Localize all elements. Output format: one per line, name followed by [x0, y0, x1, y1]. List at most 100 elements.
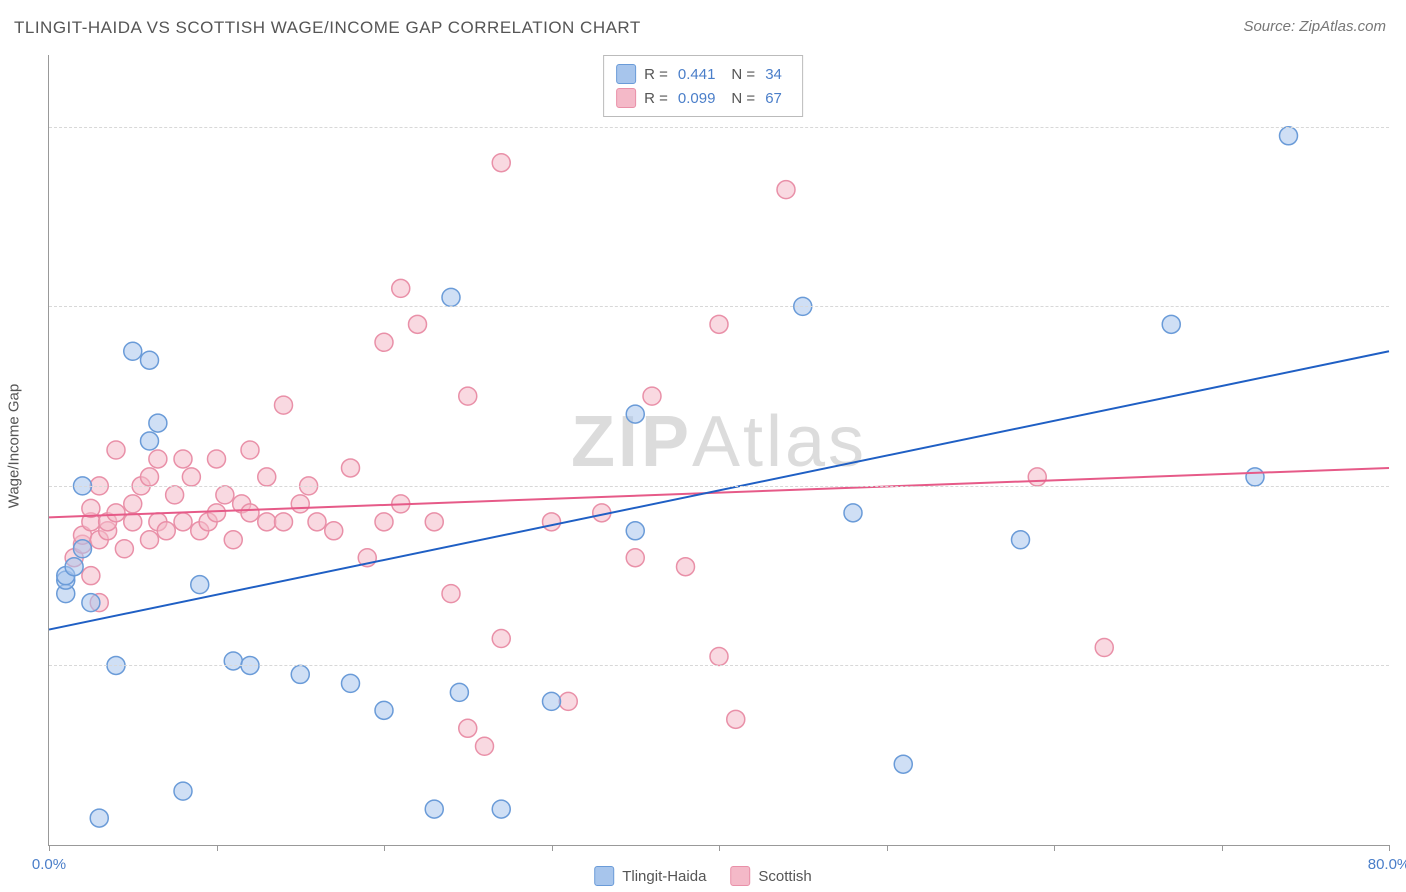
- trend-line: [49, 351, 1389, 629]
- ytick-label: 80.0%: [1395, 118, 1406, 135]
- xtick: [719, 845, 720, 851]
- data-point: [124, 342, 142, 360]
- data-point: [308, 513, 326, 531]
- legend-label-b: Scottish: [758, 868, 811, 885]
- xtick: [552, 845, 553, 851]
- y-axis-label: Wage/Income Gap: [6, 384, 23, 509]
- data-point: [74, 540, 92, 558]
- data-point: [124, 513, 142, 531]
- data-point: [1246, 468, 1264, 486]
- data-point: [82, 567, 100, 585]
- data-point: [543, 513, 561, 531]
- data-point: [325, 522, 343, 540]
- data-point: [894, 755, 912, 773]
- gridline: [49, 127, 1389, 128]
- xtick-label: 80.0%: [1368, 856, 1406, 873]
- data-point: [442, 288, 460, 306]
- data-point: [1095, 639, 1113, 657]
- data-point: [82, 594, 100, 612]
- data-point: [258, 513, 276, 531]
- data-point: [1028, 468, 1046, 486]
- data-point: [275, 513, 293, 531]
- data-point: [208, 450, 226, 468]
- data-point: [291, 665, 309, 683]
- correlation-legend: R = 0.441 N = 34 R = 0.099 N = 67: [603, 55, 803, 117]
- data-point: [727, 710, 745, 728]
- data-point: [174, 450, 192, 468]
- data-point: [149, 414, 167, 432]
- data-point: [450, 683, 468, 701]
- data-point: [492, 630, 510, 648]
- xtick: [1054, 845, 1055, 851]
- data-point: [166, 486, 184, 504]
- data-point: [258, 468, 276, 486]
- data-point: [342, 674, 360, 692]
- data-point: [107, 504, 125, 522]
- ytick-label: 40.0%: [1395, 477, 1406, 494]
- data-point: [115, 540, 133, 558]
- data-point: [409, 315, 427, 333]
- gridline: [49, 665, 1389, 666]
- legend-item-a: Tlingit-Haida: [594, 866, 706, 886]
- data-point: [224, 652, 242, 670]
- ytick-label: 20.0%: [1395, 657, 1406, 674]
- data-point: [492, 154, 510, 172]
- source-label: Source: ZipAtlas.com: [1243, 18, 1386, 35]
- data-point: [844, 504, 862, 522]
- swatch-a: [616, 64, 636, 84]
- data-point: [241, 504, 259, 522]
- plot-area: ZIPAtlas 20.0%40.0%60.0%80.0%0.0%80.0%: [48, 55, 1389, 846]
- xtick: [887, 845, 888, 851]
- gridline: [49, 306, 1389, 307]
- data-point: [375, 333, 393, 351]
- data-point: [291, 495, 309, 513]
- legend-label-a: Tlingit-Haida: [622, 868, 706, 885]
- data-point: [1162, 315, 1180, 333]
- data-point: [425, 800, 443, 818]
- data-point: [543, 692, 561, 710]
- data-point: [459, 719, 477, 737]
- ytick-label: 60.0%: [1395, 298, 1406, 315]
- xtick: [1222, 845, 1223, 851]
- data-point: [275, 396, 293, 414]
- trend-line: [49, 468, 1389, 517]
- legend-item-b: Scottish: [730, 866, 811, 886]
- xtick-label: 0.0%: [32, 856, 66, 873]
- data-point: [777, 181, 795, 199]
- xtick: [49, 845, 50, 851]
- data-point: [559, 692, 577, 710]
- series-legend: Tlingit-Haida Scottish: [594, 866, 812, 886]
- chart-container: TLINGIT-HAIDA VS SCOTTISH WAGE/INCOME GA…: [0, 0, 1406, 892]
- data-point: [442, 585, 460, 603]
- xtick: [384, 845, 385, 851]
- data-point: [1280, 127, 1298, 145]
- data-point: [476, 737, 494, 755]
- data-point: [643, 387, 661, 405]
- legend-row-a: R = 0.441 N = 34: [616, 62, 790, 86]
- data-point: [492, 800, 510, 818]
- data-point: [157, 522, 175, 540]
- data-point: [626, 549, 644, 567]
- swatch-b-bottom: [730, 866, 750, 886]
- swatch-a-bottom: [594, 866, 614, 886]
- data-point: [425, 513, 443, 531]
- data-point: [375, 701, 393, 719]
- data-point: [141, 531, 159, 549]
- data-point: [65, 558, 83, 576]
- data-point: [1012, 531, 1030, 549]
- gridline: [49, 486, 1389, 487]
- data-point: [208, 504, 226, 522]
- data-point: [216, 486, 234, 504]
- data-point: [174, 782, 192, 800]
- data-point: [677, 558, 695, 576]
- legend-row-b: R = 0.099 N = 67: [616, 86, 790, 110]
- data-point: [459, 387, 477, 405]
- data-point: [375, 513, 393, 531]
- xtick: [217, 845, 218, 851]
- data-point: [141, 468, 159, 486]
- data-point: [626, 405, 644, 423]
- data-point: [710, 315, 728, 333]
- data-point: [174, 513, 192, 531]
- data-point: [182, 468, 200, 486]
- plot-svg: [49, 55, 1389, 845]
